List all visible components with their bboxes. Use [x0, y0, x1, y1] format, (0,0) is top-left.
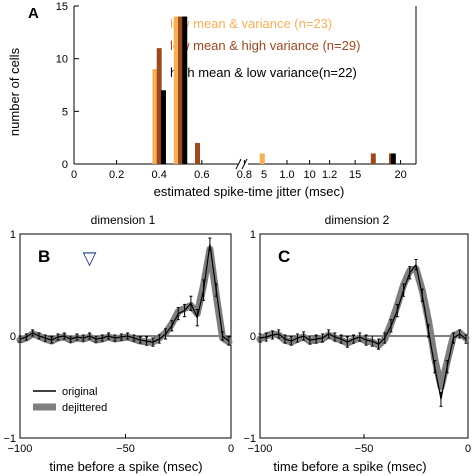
x-tick-label: 0: [71, 169, 77, 181]
x-tick-label: 0: [228, 443, 234, 455]
histogram-bar: [156, 48, 162, 165]
x-tick-label: −100: [8, 443, 33, 455]
panel-b: dimension 1 B ▽ time before a spike (mse…: [3, 213, 234, 474]
legend-entry-1: low mean & variance (n=23): [170, 16, 332, 31]
panel-a-label: A: [28, 5, 39, 22]
panel-c-title: dimension 2: [325, 213, 390, 227]
x-tick-label: −50: [355, 443, 374, 455]
axis-break-gap: [238, 158, 248, 170]
dejittered-line: [16, 245, 233, 346]
histogram-bar: [152, 69, 158, 164]
histogram-bar: [178, 16, 183, 165]
x-tick-label: 0: [465, 443, 471, 455]
histogram-bar: [182, 16, 188, 165]
y-tick-label: 0: [62, 159, 68, 171]
x-tick-label: −50: [116, 443, 135, 455]
x-tick-label: 0.2: [109, 169, 124, 181]
x-tick-label: 5: [261, 169, 267, 181]
panel-b-label: B: [38, 247, 50, 266]
histogram-bar: [160, 90, 166, 164]
y-tick-label: 1: [250, 229, 256, 241]
panel-a-ylabel: number of cells: [7, 47, 22, 136]
y-tick-label: 10: [56, 54, 68, 66]
x-tick-label: 0.4: [152, 169, 167, 181]
histogram-bar: [259, 153, 265, 164]
panel-b-marker: ▽: [83, 248, 97, 268]
panel-c: dimension 2 C time before a spike (msec)…: [243, 213, 471, 474]
legend-dejittered-label: dejittered: [62, 402, 107, 414]
x-tick-label: 15: [349, 169, 361, 181]
dejittered-line: [256, 265, 470, 391]
original-line: [259, 263, 467, 400]
panel-c-label: C: [278, 247, 290, 266]
x-tick-label: 10: [303, 169, 315, 181]
histogram-bar: [195, 142, 201, 164]
x-tick-label: 1.2: [322, 169, 337, 181]
histogram-bar: [370, 153, 376, 164]
y-tick-label: −1: [243, 433, 256, 445]
axis-break-mark: [235, 158, 242, 170]
legend-original-label: original: [62, 386, 97, 398]
x-tick-label: −100: [248, 443, 273, 455]
legend-entry-3: high mean & low variance(n=22): [170, 65, 357, 80]
x-tick-label: 0.6: [194, 169, 209, 181]
panel-c-xlabel: time before a spike (msec): [273, 459, 426, 474]
panel-a-xlabel: estimated spike-time jitter (msec): [154, 184, 345, 199]
y-tick-label: 1: [10, 229, 16, 241]
panel-b-xlabel: time before a spike (msec): [49, 459, 202, 474]
x-tick-label: 1.0: [279, 169, 294, 181]
histogram-bar: [173, 16, 179, 165]
histogram-bar: [390, 153, 396, 164]
y-tick-label: 0: [10, 331, 16, 343]
legend-entry-2: low mean & high variance (n=29): [170, 38, 360, 53]
original-line: [19, 244, 230, 343]
y-tick-label: 15: [56, 1, 68, 13]
y-tick-label: 5: [62, 106, 68, 118]
x-tick-label: 0.8: [237, 169, 252, 181]
y-tick-label: −1: [3, 433, 16, 445]
panel-b-title: dimension 1: [91, 213, 156, 227]
panel-a: A number of cells estimated spike-time j…: [7, 1, 417, 199]
y-tick-label: 0: [250, 331, 256, 343]
x-tick-label: 20: [394, 169, 406, 181]
